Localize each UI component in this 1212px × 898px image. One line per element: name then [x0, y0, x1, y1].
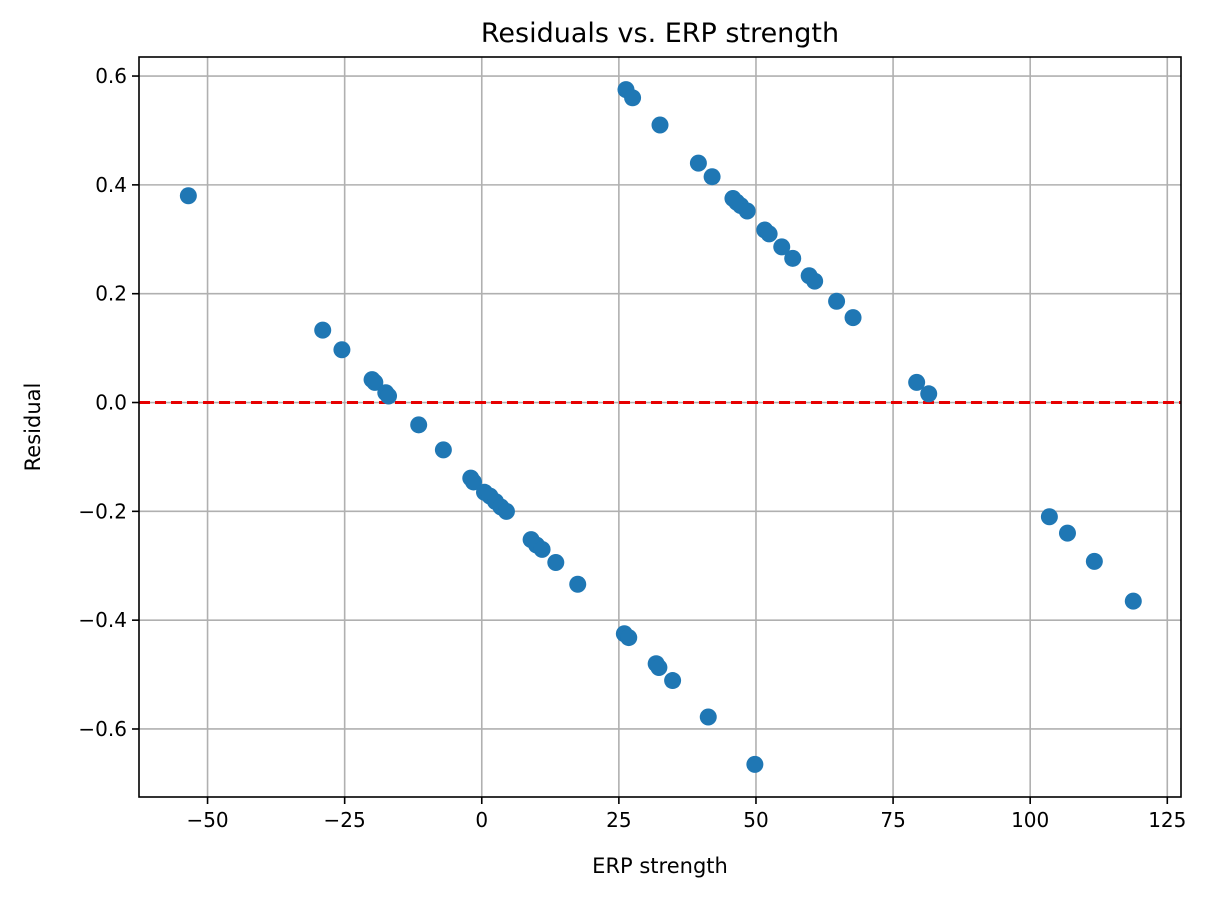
- scatter-point: [1124, 592, 1142, 610]
- x-axis-label: ERP strength: [592, 854, 728, 878]
- x-tick-label: 0: [475, 808, 488, 832]
- y-tick-label: −0.6: [78, 717, 127, 741]
- axis-ticks: −50 −25 0 25 50 75 100 125 −0.6 −0.4 −0.2 0.0 0.2 0.4…: [78, 64, 1186, 832]
- scatter-point: [569, 575, 587, 593]
- scatter-point: [806, 272, 824, 290]
- scatter-point: [689, 154, 707, 172]
- scatter-point: [773, 238, 791, 256]
- y-tick-label: 0.0: [95, 391, 127, 415]
- y-axis-label: Residual: [21, 383, 45, 472]
- scatter-point: [1058, 524, 1076, 542]
- scatter-point: [465, 473, 483, 491]
- scatter-point: [908, 373, 926, 391]
- scatter-point: [380, 387, 398, 405]
- scatter-point: [650, 659, 668, 676]
- scatter-point: [760, 225, 778, 243]
- chart-title: Residuals vs. ERP strength: [481, 18, 839, 49]
- scatter-point: [314, 321, 332, 339]
- scatter-point: [738, 202, 756, 220]
- scatter-point: [664, 672, 682, 690]
- grid-lines: [139, 57, 1181, 797]
- scatter-point: [1040, 508, 1058, 526]
- y-tick-label: −0.4: [78, 608, 127, 632]
- scatter-point: [651, 116, 669, 134]
- scatter-point: [410, 416, 428, 434]
- scatter-point: [620, 629, 638, 647]
- scatter-point: [179, 187, 197, 205]
- x-tick-label: 75: [880, 808, 905, 832]
- data-points: [179, 81, 1142, 773]
- scatter-point: [699, 708, 717, 726]
- scatter-point: [844, 309, 862, 327]
- x-tick-label: 100: [1011, 808, 1049, 832]
- plot-frame: [138, 56, 1182, 798]
- y-tick-label: 0.2: [95, 282, 127, 306]
- scatter-point: [920, 385, 938, 403]
- scatter-point: [624, 89, 642, 107]
- x-tick-label: 25: [606, 808, 631, 832]
- x-tick-label: 125: [1148, 808, 1186, 832]
- scatter-point: [784, 249, 802, 267]
- scatter-point: [533, 540, 551, 558]
- scatter-point: [1085, 552, 1103, 570]
- scatter-point: [333, 341, 351, 359]
- scatter-point: [703, 168, 721, 186]
- scatter-point: [497, 502, 515, 520]
- x-tick-label: −50: [186, 808, 228, 832]
- scatter-point: [828, 292, 846, 310]
- x-tick-label: 50: [743, 808, 768, 832]
- y-tick-label: −0.2: [78, 499, 127, 523]
- y-tick-label: 0.4: [95, 173, 127, 197]
- scatter-point: [547, 553, 565, 571]
- y-tick-label: 0.6: [95, 64, 127, 88]
- scatter-point: [434, 441, 452, 459]
- x-tick-label: −25: [324, 808, 366, 832]
- scatter-point: [366, 373, 384, 391]
- scatter-point: [746, 755, 764, 773]
